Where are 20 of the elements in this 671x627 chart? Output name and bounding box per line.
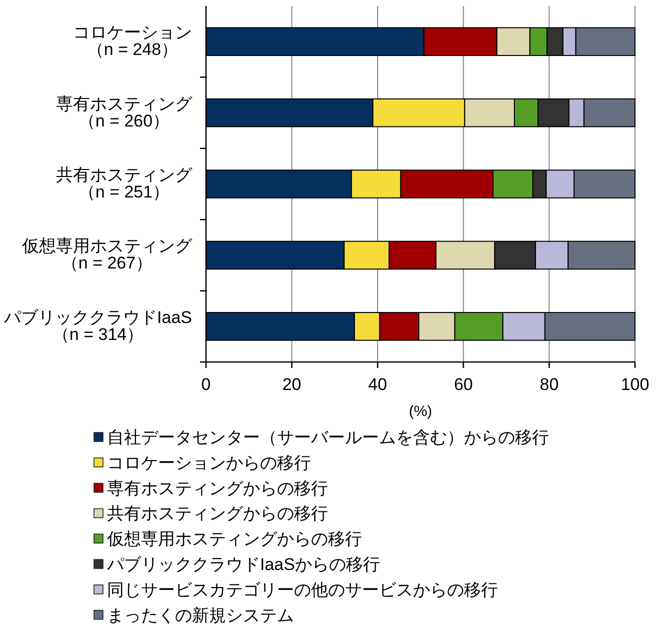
legend-label: 仮想専用ホスティングからの移行	[107, 530, 362, 549]
tick-label: 40	[368, 375, 388, 394]
tick-label: 0	[201, 375, 211, 394]
legend-label: 専有ホスティングからの移行	[107, 478, 328, 498]
category-label: パブリッククラウドIaaS（n = 314）	[4, 308, 192, 344]
legend-label: パブリッククラウドIaaSからの移行	[107, 555, 380, 574]
category-label: 共有ホスティング（n = 251）	[56, 166, 192, 202]
tick-label: 60	[454, 375, 473, 394]
category-label: 仮想専用ホスティング（n = 267）	[22, 236, 192, 273]
legend-label: まったくの新規システム	[107, 606, 294, 625]
legend-label: 共有ホスティングからの移行	[107, 504, 328, 524]
tick-label: 100	[620, 375, 650, 394]
legend-label: コロケーションからの移行	[107, 453, 311, 472]
axis-title: (%)	[408, 403, 432, 420]
tick-label: 80	[540, 375, 559, 394]
category-label: コロケーション（n = 248）	[73, 23, 192, 60]
category-label: 専有ホスティング（n = 260）	[56, 94, 192, 130]
tick-label: 20	[282, 375, 302, 394]
legend-label: 同じサービスカテゴリーの他のサービスからの移行	[107, 580, 498, 600]
legend-label: 自社データセンター（サーバールームを含む）からの移行	[107, 428, 549, 447]
